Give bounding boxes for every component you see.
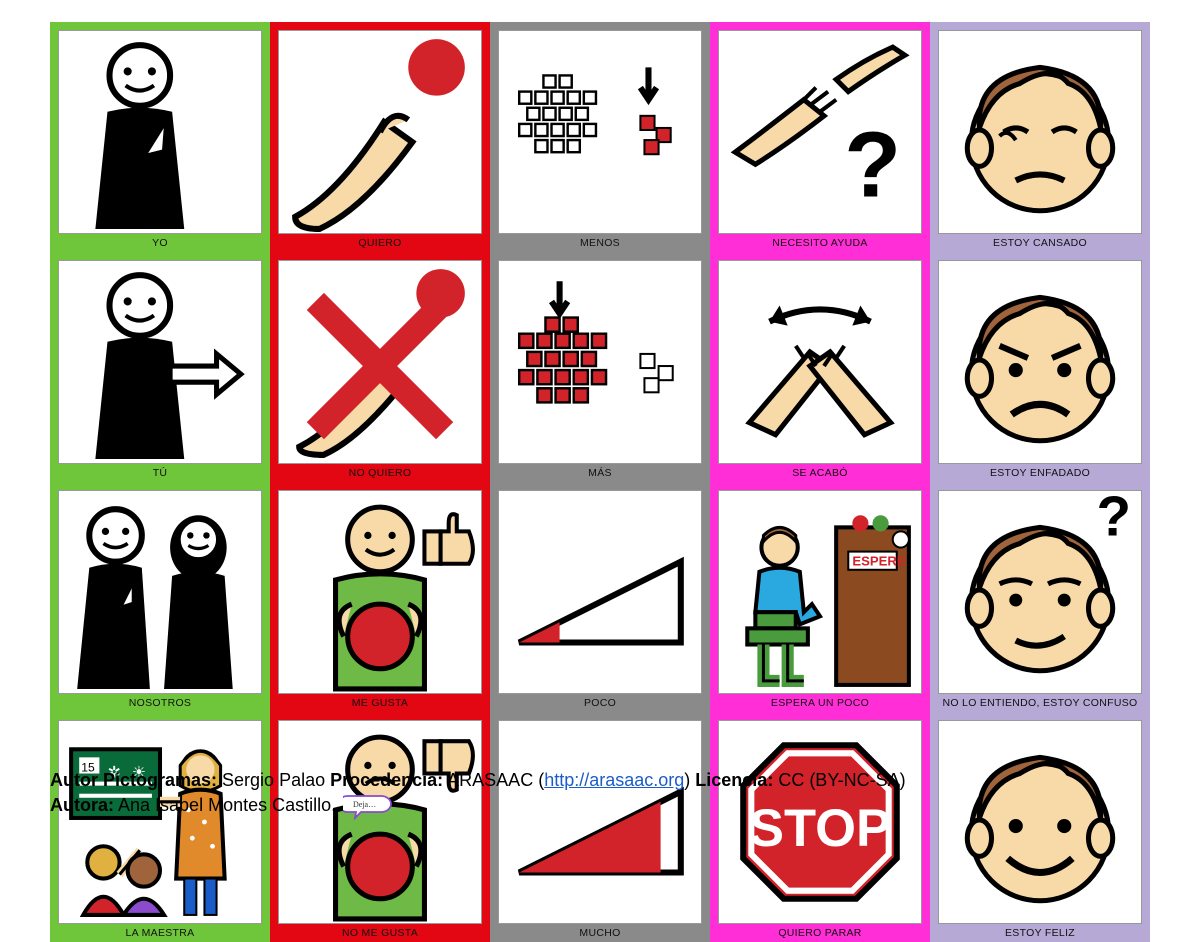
picto-cell-espera[interactable]: ESPERA UN POCO bbox=[710, 482, 930, 712]
picto-label: NO LO ENTIENDO, ESTOY CONFUSO bbox=[940, 694, 1139, 710]
credit-licencia: CC (BY-NC-SA) bbox=[773, 770, 905, 790]
picto-cell-mucho[interactable]: MUCHO bbox=[490, 712, 710, 942]
picto-cell-cansado[interactable]: ESTOY CANSADO bbox=[930, 22, 1150, 252]
picto-label: ME GUSTA bbox=[350, 694, 410, 710]
picto-cell-feliz[interactable]: ESTOY FELIZ bbox=[930, 712, 1150, 942]
picto-cell-seacabo[interactable]: SE ACABÓ bbox=[710, 252, 930, 482]
picto-label: NECESITO AYUDA bbox=[770, 234, 869, 250]
picto-label: NO ME GUSTA bbox=[340, 924, 420, 940]
picto-cell-nomegusta[interactable]: NO ME GUSTA bbox=[270, 712, 490, 942]
picto-cell-noquiero[interactable]: NO QUIERO bbox=[270, 252, 490, 482]
picto-cell-ayuda[interactable]: NECESITO AYUDA bbox=[710, 22, 930, 252]
picto-cell-poco[interactable]: POCO bbox=[490, 482, 710, 712]
picto-label: MENOS bbox=[578, 234, 622, 250]
maestra-icon bbox=[58, 720, 262, 924]
enfadado-icon bbox=[938, 260, 1142, 464]
picto-label: YO bbox=[150, 234, 170, 250]
cansado-icon bbox=[938, 30, 1142, 234]
credit-autor-picto: Sergio Palao bbox=[217, 770, 330, 790]
credit-autora-label: Autora: bbox=[50, 795, 114, 815]
espera-icon bbox=[718, 490, 922, 694]
credit-procedencia-close: ) bbox=[684, 770, 695, 790]
picto-label: ESTOY CANSADO bbox=[991, 234, 1089, 250]
picto-label: QUIERO PARAR bbox=[776, 924, 863, 940]
picto-cell-parar[interactable]: QUIERO PARAR bbox=[710, 712, 930, 942]
picto-cell-maestra[interactable]: LA MAESTRA bbox=[50, 712, 270, 942]
picto-cell-yo[interactable]: YO bbox=[50, 22, 270, 252]
quiero-icon bbox=[278, 30, 482, 234]
picto-cell-megusta[interactable]: ME GUSTA bbox=[270, 482, 490, 712]
confuso-icon bbox=[938, 490, 1142, 694]
picto-label: NO QUIERO bbox=[347, 464, 414, 480]
noquiero-icon bbox=[278, 260, 482, 464]
tu-icon bbox=[58, 260, 262, 464]
nomegusta-icon bbox=[278, 720, 482, 924]
picto-cell-mas[interactable]: MÁS bbox=[490, 252, 710, 482]
credit-procedencia: ARASAAC ( bbox=[443, 770, 544, 790]
dejame-logo-icon: Deja… bbox=[343, 792, 397, 820]
svg-text:Deja…: Deja… bbox=[353, 800, 376, 809]
credit-licencia-label: Licencia: bbox=[695, 770, 773, 790]
picto-label: LA MAESTRA bbox=[124, 924, 197, 940]
credit-autora: Ana Isabel Montes Castillo. bbox=[114, 795, 336, 815]
picto-label: POCO bbox=[582, 694, 618, 710]
nosotros-icon bbox=[58, 490, 262, 694]
parar-icon bbox=[718, 720, 922, 924]
mucho-icon bbox=[498, 720, 702, 924]
picto-label: MÁS bbox=[586, 464, 614, 480]
yo-icon bbox=[58, 30, 262, 234]
picto-label: ESTOY FELIZ bbox=[1003, 924, 1077, 940]
picto-label: QUIERO bbox=[356, 234, 403, 250]
seacabo-icon bbox=[718, 260, 922, 464]
picto-label: TÚ bbox=[151, 464, 170, 480]
credit-url[interactable]: http://arasaac.org bbox=[544, 770, 684, 790]
picto-label: MUCHO bbox=[577, 924, 622, 940]
picto-label: ESTOY ENFADADO bbox=[988, 464, 1092, 480]
picto-label: SE ACABÓ bbox=[790, 464, 850, 480]
credit-autor-picto-label: Autor Pictogramas: bbox=[50, 770, 217, 790]
picto-cell-menos[interactable]: MENOS bbox=[490, 22, 710, 252]
picto-cell-quiero[interactable]: QUIERO bbox=[270, 22, 490, 252]
mas-icon bbox=[498, 260, 702, 464]
picto-label: ESPERA UN POCO bbox=[769, 694, 871, 710]
feliz-icon bbox=[938, 720, 1142, 924]
ayuda-icon bbox=[718, 30, 922, 234]
picto-cell-confuso[interactable]: NO LO ENTIENDO, ESTOY CONFUSO bbox=[930, 482, 1150, 712]
menos-icon bbox=[498, 30, 702, 234]
credit-procedencia-label: Procedencia: bbox=[330, 770, 443, 790]
picto-cell-nosotros[interactable]: NOSOTROS bbox=[50, 482, 270, 712]
picto-cell-enfadado[interactable]: ESTOY ENFADADO bbox=[930, 252, 1150, 482]
poco-icon bbox=[498, 490, 702, 694]
picto-cell-tu[interactable]: TÚ bbox=[50, 252, 270, 482]
megusta-icon bbox=[278, 490, 482, 694]
picto-label: NOSOTROS bbox=[127, 694, 194, 710]
pictogram-board: YO QUIERO MENOS NECESITO AYUDA ESTOY CANSADO… bbox=[50, 22, 1150, 762]
